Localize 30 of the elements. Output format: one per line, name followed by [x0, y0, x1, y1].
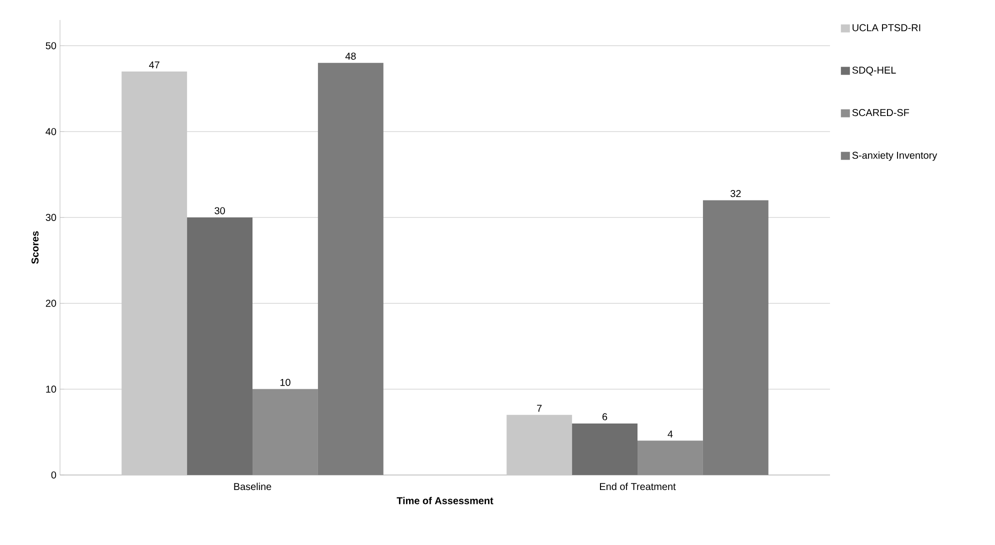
legend-label: SDQ-HEL: [852, 66, 896, 76]
y-tick-label: 0: [51, 471, 56, 479]
bar: [318, 62, 384, 475]
y-tick-label: 20: [46, 300, 56, 307]
data-label: 30: [214, 207, 225, 214]
legend-label: S-anxiety Inventory: [852, 151, 938, 161]
data-label: 10: [280, 378, 290, 386]
y-tick-label: 50: [46, 42, 56, 50]
x-axis-title: Time of Assessment: [396, 496, 494, 504]
legend-label: UCLA PTSD-RI: [852, 24, 920, 32]
bar: [702, 200, 768, 475]
legend-label: SCARED-SF: [852, 109, 910, 116]
y-axis-title: Scores: [32, 231, 39, 264]
data-label: 47: [149, 61, 160, 68]
bar: [122, 72, 188, 475]
data-label: 48: [345, 52, 356, 60]
y-tick-label: 40: [46, 128, 56, 136]
data-label: 4: [668, 430, 673, 438]
bar: [572, 423, 638, 475]
bar: [252, 389, 318, 475]
bar: [506, 414, 572, 475]
x-tick-label: Baseline: [234, 482, 272, 490]
data-label: 7: [537, 404, 542, 412]
y-tick-label: 30: [46, 214, 56, 221]
data-label: 6: [602, 413, 608, 420]
bar: [638, 440, 703, 475]
x-tick-label: End of Treatment: [600, 482, 676, 490]
data-label: 32: [730, 190, 741, 198]
bar: [187, 217, 253, 475]
y-tick-label: 10: [46, 386, 56, 393]
